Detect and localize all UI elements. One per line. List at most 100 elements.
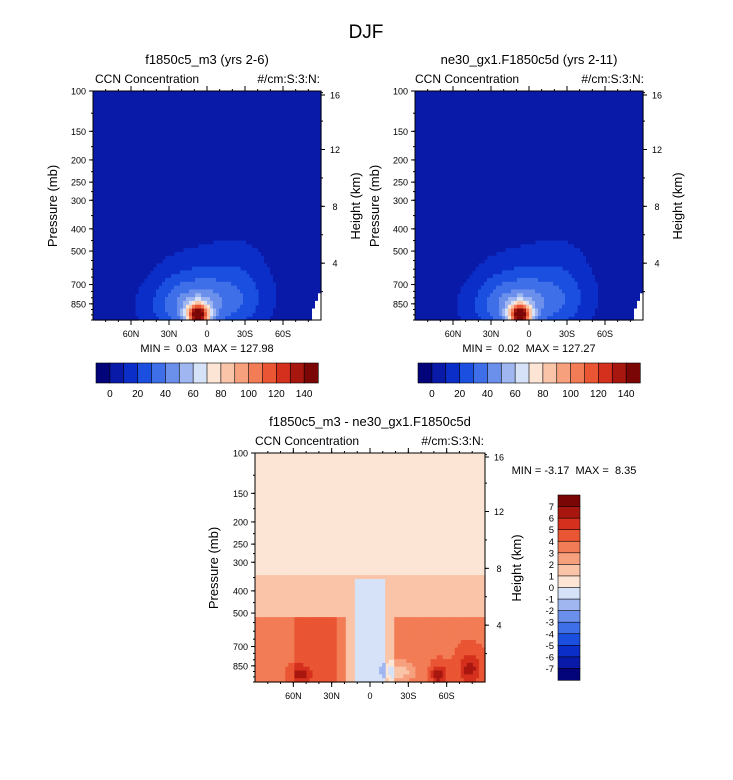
- field-cell: [207, 209, 211, 214]
- field-cell: [237, 106, 241, 111]
- field-cell: [105, 232, 109, 237]
- field-cell: [264, 125, 268, 130]
- field-cell: [303, 201, 307, 207]
- field-cell: [189, 125, 193, 130]
- field-cell: [312, 209, 316, 214]
- field-cell: [315, 258, 319, 264]
- field-cell: [114, 220, 118, 226]
- field-cell: [309, 224, 313, 229]
- field-cell: [198, 194, 202, 199]
- field-cell: [243, 178, 247, 184]
- field-cell: [192, 201, 196, 207]
- field-cell: [249, 152, 253, 157]
- field-cell: [288, 243, 292, 249]
- field-cell: [174, 285, 178, 291]
- field-cell: [234, 117, 238, 123]
- field-cell: [300, 262, 304, 268]
- field-cell: [222, 167, 226, 172]
- field-cell: [225, 159, 229, 165]
- field-cell: [165, 239, 169, 245]
- field-cell: [249, 113, 253, 119]
- field-cell: [147, 98, 151, 104]
- field-cell: [288, 251, 292, 256]
- field-cell: [108, 106, 112, 111]
- field-cell: [141, 236, 145, 241]
- field-cell: [282, 91, 286, 96]
- field-cell: [216, 281, 220, 287]
- field-cell: [303, 220, 307, 226]
- field-cell: [195, 178, 199, 184]
- field-cell: [309, 194, 313, 199]
- field-cell: [138, 224, 142, 229]
- field-cell: [318, 255, 322, 260]
- field-cell: [165, 129, 169, 134]
- field-cell: [261, 194, 265, 199]
- field-cell: [225, 163, 229, 168]
- field-cell: [282, 174, 286, 180]
- field-cell: [165, 155, 169, 161]
- field-cell: [174, 278, 178, 283]
- field-cell: [309, 125, 313, 130]
- field-cell: [270, 98, 274, 104]
- field-cell: [129, 167, 133, 172]
- field-cell: [141, 239, 145, 245]
- field-cell: [201, 201, 205, 207]
- field-cell: [306, 213, 310, 218]
- field-cell: [318, 91, 322, 96]
- field-cell: [237, 224, 241, 229]
- field-cell: [228, 174, 232, 180]
- field-cell: [132, 132, 136, 138]
- field-cell: [249, 174, 253, 180]
- field-cell: [123, 106, 127, 111]
- field-cell: [189, 293, 193, 298]
- field-cell: [105, 148, 109, 153]
- field-cell: [198, 159, 202, 165]
- field-cell: [183, 110, 187, 115]
- field-cell: [201, 167, 205, 172]
- field-cell: [222, 201, 226, 207]
- field-cell: [306, 232, 310, 237]
- field-cell: [189, 110, 193, 115]
- field-cell: [201, 270, 205, 275]
- field-cell: [165, 251, 169, 256]
- field-cell: [156, 297, 160, 302]
- field-cell: [261, 178, 265, 184]
- field-cell: [234, 148, 238, 153]
- field-cell: [294, 171, 298, 176]
- field-cell: [159, 136, 163, 142]
- field-cell: [231, 178, 235, 184]
- field-cell: [138, 266, 142, 271]
- field-cell: [315, 255, 319, 260]
- field-cell: [150, 205, 154, 210]
- field-cell: [303, 182, 307, 188]
- field-cell: [210, 186, 214, 191]
- field-cell: [93, 255, 97, 260]
- field-cell: [201, 91, 205, 96]
- field-cell: [303, 239, 307, 245]
- field-cell: [180, 167, 184, 172]
- field-cell: [273, 270, 277, 275]
- field-cell: [249, 239, 253, 245]
- field-cell: [240, 140, 244, 146]
- field-cell: [147, 171, 151, 176]
- field-cell: [201, 289, 205, 294]
- field-cell: [177, 220, 181, 226]
- field-cell: [210, 171, 214, 176]
- field-cell: [219, 113, 223, 119]
- field-cell: [198, 125, 202, 130]
- field-cell: [207, 285, 211, 291]
- field-cell: [225, 110, 229, 115]
- field-cell: [162, 152, 166, 157]
- field-cell: [204, 197, 208, 203]
- field-cell: [258, 220, 262, 226]
- field-cell: [111, 129, 115, 134]
- field-cell: [180, 155, 184, 161]
- field-cell: [249, 190, 253, 195]
- field-cell: [243, 270, 247, 275]
- field-cell: [138, 140, 142, 146]
- field-cell: [300, 281, 304, 287]
- field-cell: [108, 140, 112, 146]
- field-cell: [285, 278, 289, 283]
- field-cell: [225, 167, 229, 172]
- field-cell: [150, 129, 154, 134]
